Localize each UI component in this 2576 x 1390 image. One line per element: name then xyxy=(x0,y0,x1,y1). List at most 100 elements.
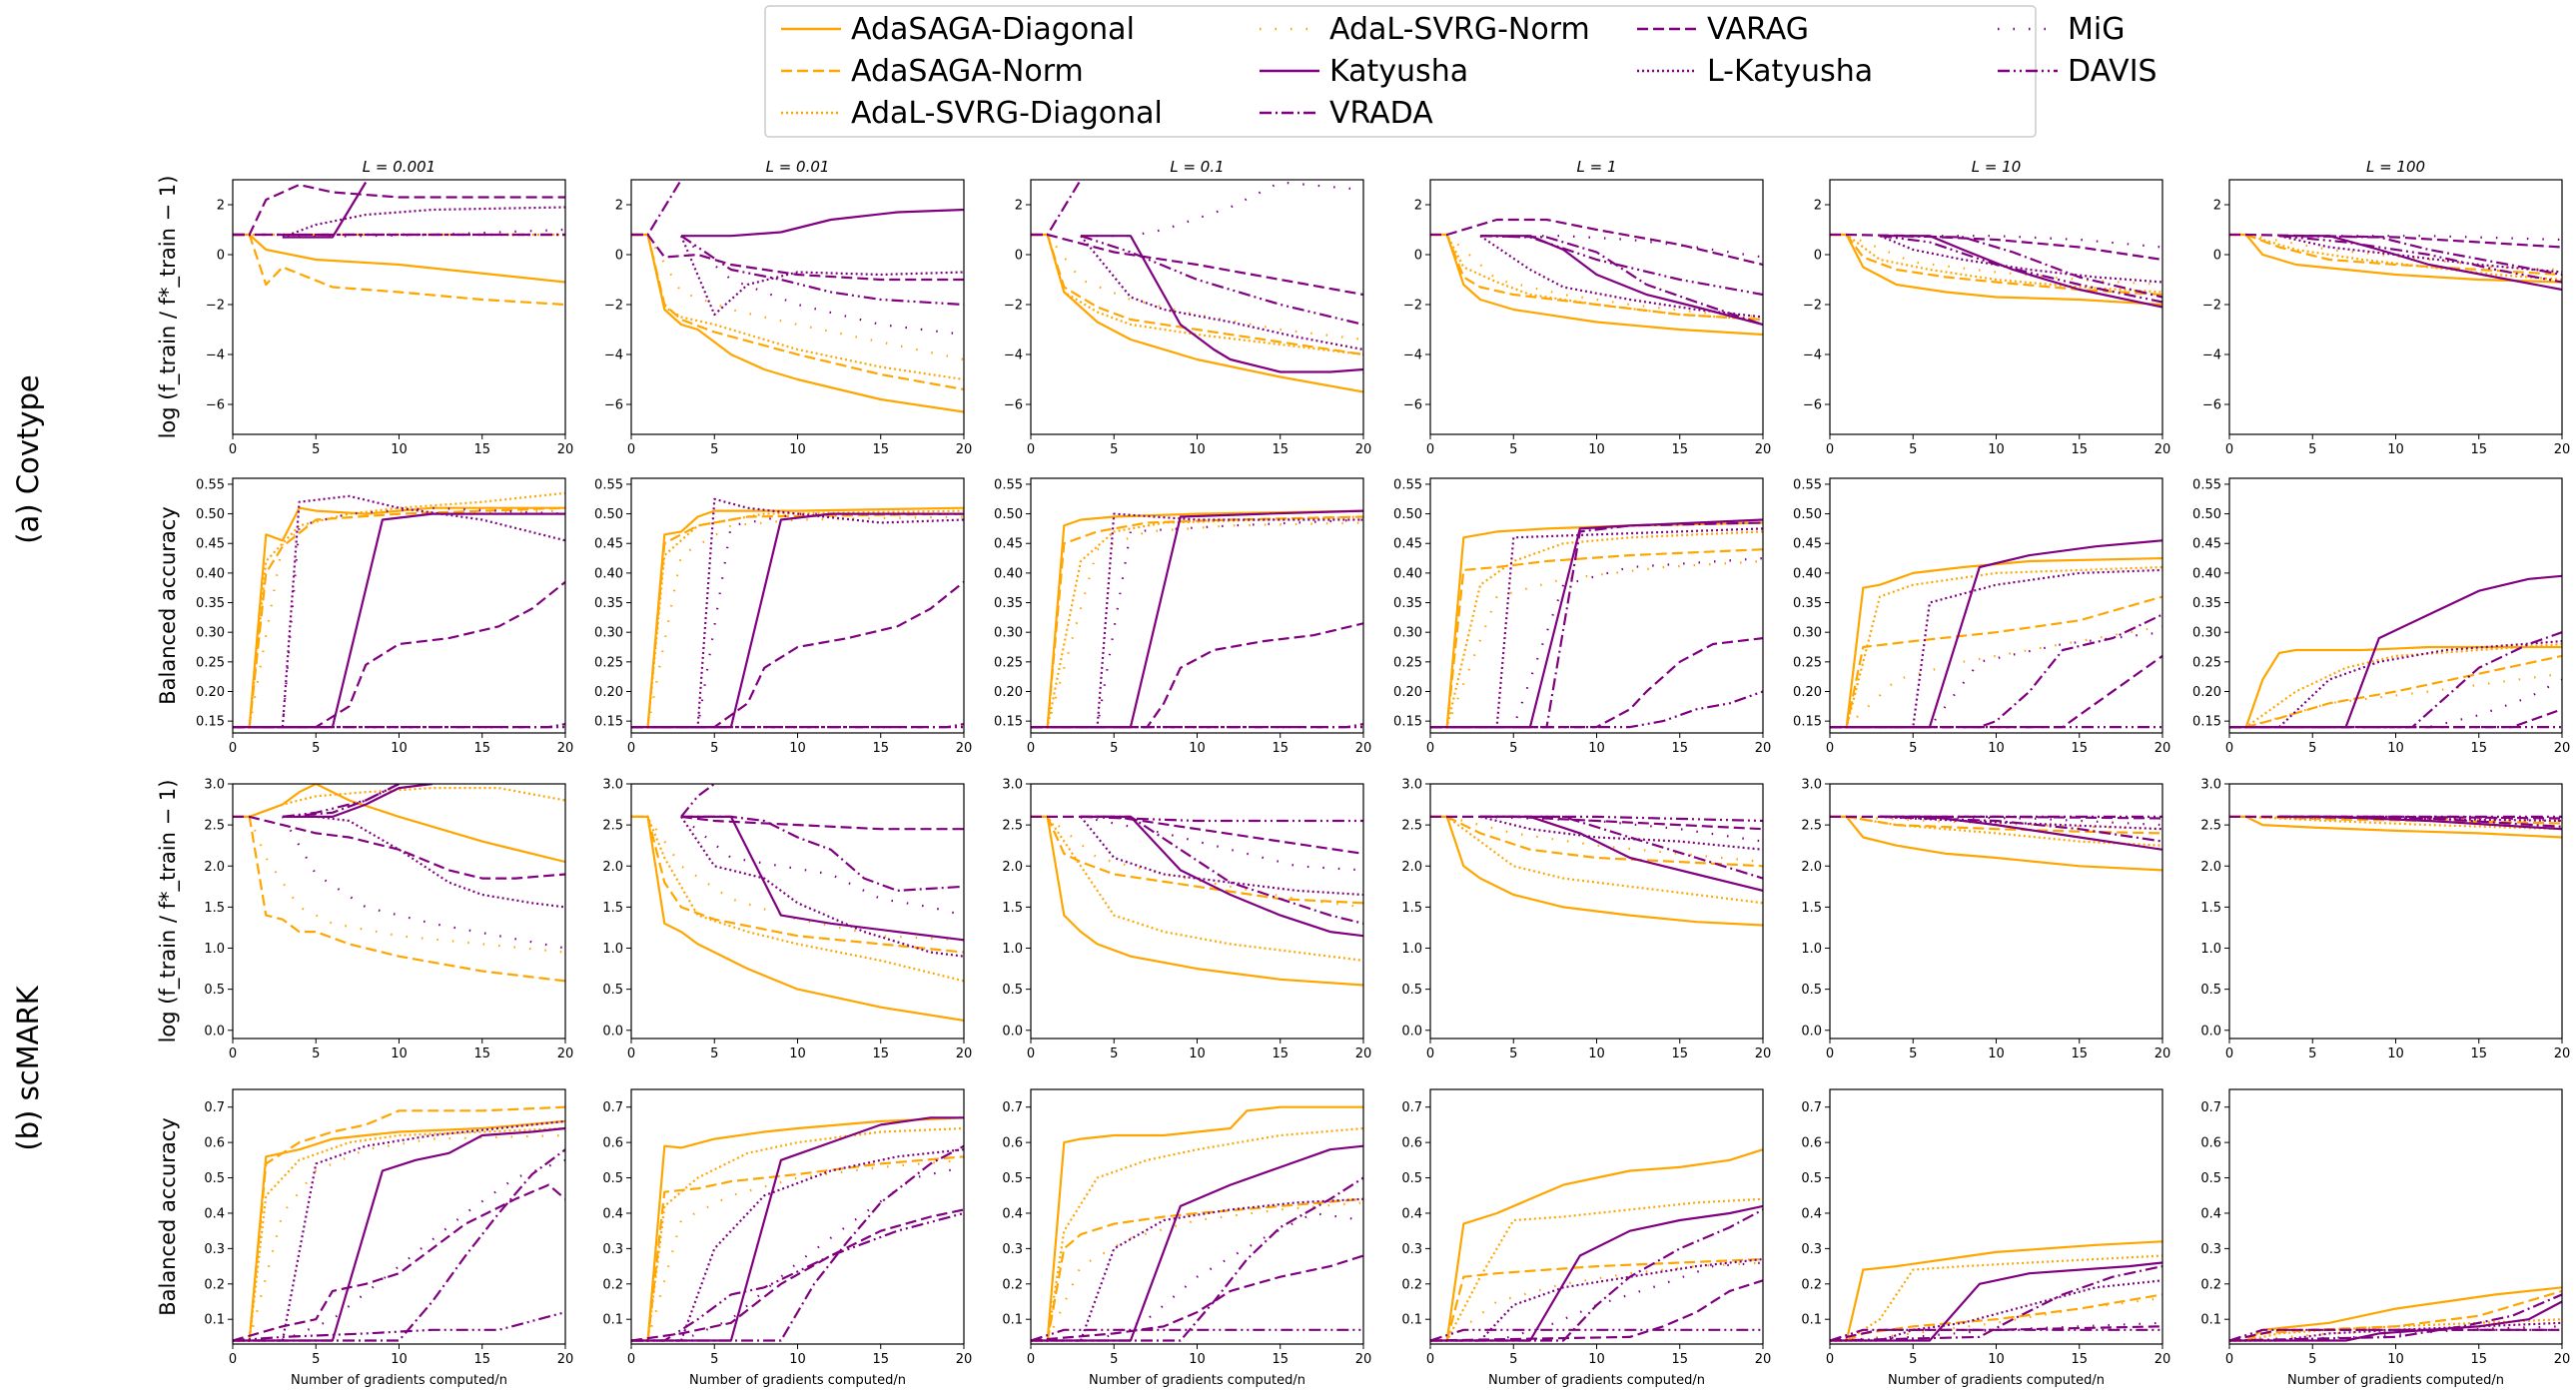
series-l-katyusha xyxy=(233,1119,565,1342)
series-adasaga-diagonal xyxy=(1830,815,2162,872)
y-tick-label: 0.2 xyxy=(1801,1277,1822,1292)
y-tick-label: 0.35 xyxy=(1793,596,1822,611)
series-vrada xyxy=(1430,521,1763,729)
y-tick-label: 0.35 xyxy=(994,596,1023,611)
x-tick-label: 5 xyxy=(710,1352,718,1367)
series-adal-svrg-diagonal xyxy=(1830,565,2162,729)
y-tick-label: 0.55 xyxy=(196,477,225,492)
y-tick-label: 0.5 xyxy=(2200,983,2221,998)
y-tick-label: 0.35 xyxy=(594,596,623,611)
panel-r2-c6: 0 5 10 15 20 0.15 0.20 0.25 0.30 0.35 0.40 0.45 0.50… xyxy=(2192,477,2570,756)
y-tick-label: 0.20 xyxy=(1393,685,1422,700)
y-tick-label: 2 xyxy=(615,199,623,214)
x-tick-label: 0 xyxy=(2225,1352,2233,1367)
y-tick-label: 0.0 xyxy=(204,1024,225,1039)
series-varag xyxy=(1430,1279,1763,1342)
series-group xyxy=(1430,815,1763,927)
series-vrada xyxy=(1479,235,1763,327)
series-davis xyxy=(1480,815,1763,823)
x-tick-label: 10 xyxy=(1189,442,1206,457)
series-group xyxy=(1031,509,1363,729)
series-adasaga-diagonal xyxy=(631,815,964,1022)
y-tick-label: 0 xyxy=(2213,249,2221,264)
x-tick-label: 0 xyxy=(229,1352,237,1367)
y-tick-label: 3.0 xyxy=(1002,778,1023,793)
panel-r3-c6: 0 5 10 15 20 0.0 0.5 1.0 1.5 2.0 2.5 3.0 xyxy=(2200,778,2570,1062)
series-adal-svrg-norm xyxy=(631,233,964,361)
x-tick-label: 5 xyxy=(312,1046,320,1061)
series-katyusha xyxy=(1081,235,1363,373)
series-adal-svrg-diagonal xyxy=(1430,815,1763,905)
series-adal-svrg-diagonal xyxy=(631,233,964,381)
y-tick-label: 0.1 xyxy=(1002,1313,1023,1328)
x-tick-label: 10 xyxy=(1189,1352,1206,1367)
series-group xyxy=(2229,574,2562,729)
y-tick-label: 0.0 xyxy=(602,1024,623,1039)
series-davis xyxy=(282,784,400,818)
series-vrada xyxy=(282,784,400,818)
legend-label: AdaSAGA-Norm xyxy=(851,54,1084,89)
series-l-katyusha xyxy=(679,235,964,317)
y-tick-label: 0 xyxy=(1814,249,1822,264)
y-tick-label: 0.40 xyxy=(196,566,225,581)
x-tick-label: 20 xyxy=(1355,741,1372,756)
x-tick-label: 5 xyxy=(2308,1352,2316,1367)
x-tick-label: 10 xyxy=(391,1352,408,1367)
x-tick-label: 5 xyxy=(1509,442,1517,457)
y-tick-label: 0.0 xyxy=(1401,1024,1422,1039)
column-title: L = 100 xyxy=(2366,158,2425,176)
panel-r1-c4: 0 5 10 15 20 −6 −4 −2 0 2 L = 1 xyxy=(1403,158,1771,457)
series-davis xyxy=(1080,235,1363,327)
series-mig xyxy=(1081,181,1363,238)
y-tick-label: −2 xyxy=(206,299,225,314)
x-tick-label: 0 xyxy=(1027,1046,1035,1061)
panel-r1-c2: 0 5 10 15 20 −6 −4 −2 0 2 L = 0.01 xyxy=(604,158,972,457)
series-adasaga-norm xyxy=(631,233,964,391)
y-tick-label: 1.0 xyxy=(602,942,623,957)
x-tick-label: 10 xyxy=(2387,1352,2404,1367)
y-tick-label: 0.25 xyxy=(1393,655,1422,670)
legend-item-davis: DAVIS xyxy=(1998,54,2157,89)
x-tick-label: 10 xyxy=(789,442,806,457)
y-tick-label: 0.3 xyxy=(204,1242,225,1257)
series-adal-svrg-norm xyxy=(233,815,565,954)
series-adasaga-diagonal xyxy=(1830,557,2162,729)
series-davis xyxy=(1430,690,1763,729)
x-tick-label: 5 xyxy=(1509,1352,1517,1367)
x-tick-label: 10 xyxy=(391,741,408,756)
series-adal-svrg-norm xyxy=(1031,815,1363,909)
panel-r1-c1: 0 5 10 15 20 −6 −4 −2 0 2 L = 0.001 log (f_train / … xyxy=(156,158,573,457)
panel-r3-c1: 0 5 10 15 20 0.0 0.5 1.0 1.5 2.0 2.5 3.0 log (f_trai… xyxy=(156,778,573,1062)
series-adasaga-diagonal xyxy=(1830,1240,2162,1342)
x-tick-label: 0 xyxy=(627,442,635,457)
x-axis-label: Number of gradients computed/n xyxy=(291,1373,507,1388)
y-tick-label: 0.40 xyxy=(994,566,1023,581)
x-tick-label: 0 xyxy=(1826,442,1834,457)
y-tick-label: 0.3 xyxy=(1002,1242,1023,1257)
x-tick-label: 15 xyxy=(2071,1352,2088,1367)
legend-label: Katyusha xyxy=(1329,54,1468,89)
x-tick-label: 15 xyxy=(1272,741,1288,756)
axes-frame xyxy=(2228,1088,2563,1345)
y-tick-label: 1.5 xyxy=(204,901,225,916)
y-tick-label: 0.5 xyxy=(602,983,623,998)
series-varag xyxy=(1031,233,1363,297)
x-tick-label: 20 xyxy=(557,741,574,756)
y-axis-label: Balanced accuracy xyxy=(156,1117,180,1316)
y-tick-label: 0.5 xyxy=(1002,983,1023,998)
series-group xyxy=(1830,1240,2162,1342)
y-tick-label: 2 xyxy=(217,199,225,214)
series-adasaga-diagonal xyxy=(2229,233,2562,284)
x-tick-label: 15 xyxy=(1272,1352,1288,1367)
x-tick-label: 20 xyxy=(1755,1046,1772,1061)
legend-item-adal-svrg-norm: AdaL-SVRG-Norm xyxy=(1260,12,1590,47)
x-tick-label: 0 xyxy=(2225,741,2233,756)
y-tick-label: 2.0 xyxy=(1801,860,1822,875)
series-mig xyxy=(1430,1261,1763,1342)
x-tick-label: 20 xyxy=(557,1046,574,1061)
series-adasaga-diagonal xyxy=(1031,815,1363,987)
series-davis xyxy=(1080,815,1363,823)
series-varag xyxy=(680,815,964,831)
y-tick-label: 0.5 xyxy=(1801,983,1822,998)
